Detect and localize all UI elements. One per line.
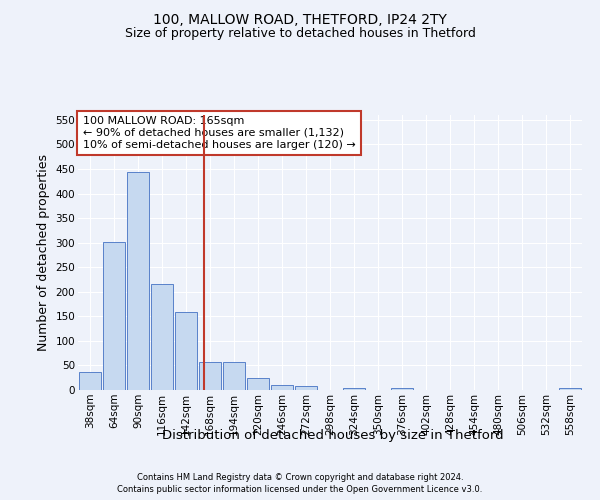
Text: Distribution of detached houses by size in Thetford: Distribution of detached houses by size … <box>162 428 504 442</box>
Text: Size of property relative to detached houses in Thetford: Size of property relative to detached ho… <box>125 28 475 40</box>
Bar <box>151 284 173 390</box>
Bar <box>175 312 197 390</box>
Bar <box>343 388 365 390</box>
Text: Contains HM Land Registry data © Crown copyright and database right 2024.: Contains HM Land Registry data © Crown c… <box>137 472 463 482</box>
Bar <box>79 372 101 390</box>
Text: Contains public sector information licensed under the Open Government Licence v3: Contains public sector information licen… <box>118 485 482 494</box>
Bar <box>247 378 269 390</box>
Bar <box>391 388 413 390</box>
Text: 100, MALLOW ROAD, THETFORD, IP24 2TY: 100, MALLOW ROAD, THETFORD, IP24 2TY <box>153 12 447 26</box>
Text: 100 MALLOW ROAD: 165sqm
← 90% of detached houses are smaller (1,132)
10% of semi: 100 MALLOW ROAD: 165sqm ← 90% of detache… <box>83 116 356 150</box>
Bar <box>559 388 581 390</box>
Bar <box>103 242 125 390</box>
Y-axis label: Number of detached properties: Number of detached properties <box>37 154 50 351</box>
Bar <box>295 386 317 390</box>
Bar <box>223 362 245 390</box>
Bar <box>271 384 293 390</box>
Bar <box>127 172 149 390</box>
Bar <box>199 362 221 390</box>
